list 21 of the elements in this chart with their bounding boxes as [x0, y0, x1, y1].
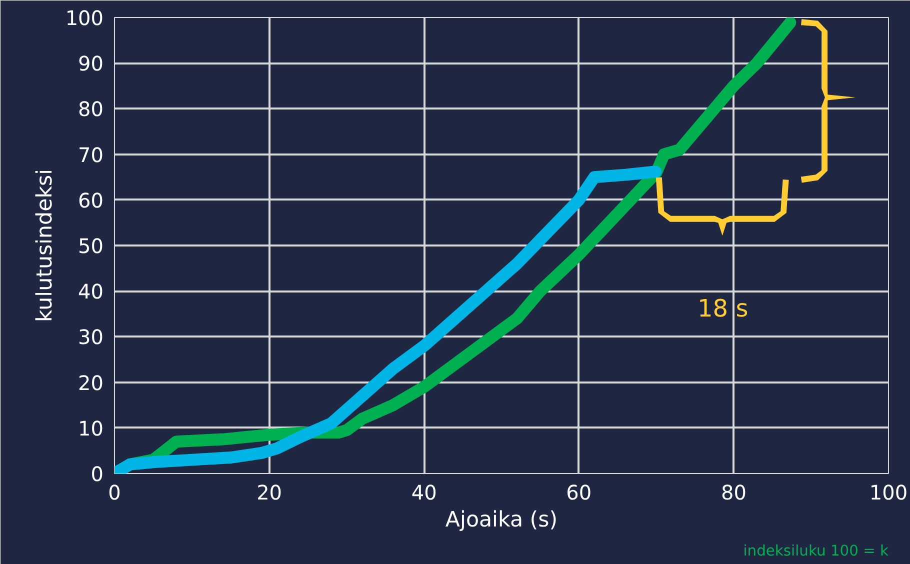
annotation: 18 s	[698, 294, 748, 322]
x-tick-label: 40	[411, 480, 437, 504]
x-tick-label: 60	[566, 480, 592, 504]
y-tick-label: 20	[78, 370, 104, 395]
y-tick-label: 50	[78, 234, 104, 258]
x-axis-title: Ajoaika (s)	[445, 508, 558, 532]
x-tick-label: 20	[256, 480, 282, 504]
y-tick-label: 10	[78, 416, 104, 440]
y-tick-label: 40	[78, 280, 104, 304]
y-tick-label: 0	[90, 462, 104, 486]
y-tick-label: 100	[65, 6, 104, 30]
x-tick-label: 80	[720, 480, 746, 504]
y-tick-label: 70	[78, 142, 104, 167]
y-tick-label: 30	[78, 325, 104, 350]
x-tick-label: 100	[869, 480, 908, 504]
y-tick-label: 90	[78, 52, 104, 76]
y-axis-title: kulutusindeksi	[32, 168, 58, 322]
text: indeksiluku 100 = k	[743, 542, 890, 560]
y-tick-label: 80	[78, 97, 104, 122]
x-tick-label: 0	[108, 480, 121, 504]
y-tick-label: 60	[78, 188, 104, 212]
